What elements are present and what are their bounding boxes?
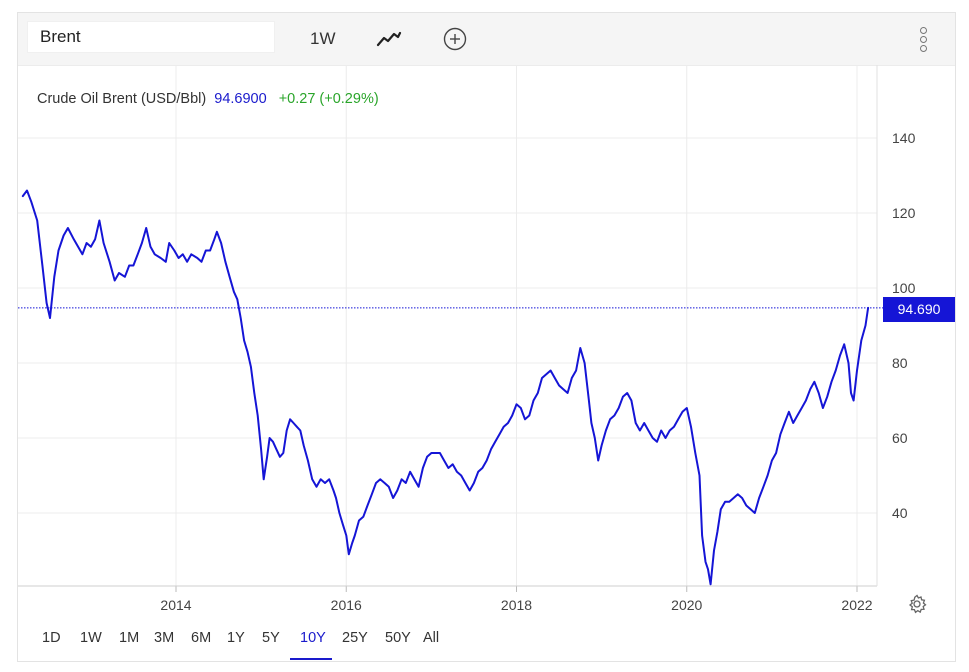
range-button-1d[interactable]: 1D (42, 630, 61, 646)
last-price: 94.6900 (214, 91, 267, 107)
price-change: +0.27 (+0.29%) (278, 91, 379, 107)
range-button-6m[interactable]: 6M (191, 630, 212, 646)
y-tick-label: 140 (892, 130, 916, 146)
chart-toolbar: 1W (18, 13, 955, 66)
x-tick-label: 2014 (160, 597, 191, 613)
x-tick-label: 2022 (841, 597, 872, 613)
y-tick-label: 60 (892, 430, 908, 446)
last-price-tag: 94.690 (883, 297, 955, 322)
range-button-50y[interactable]: 50Y (385, 630, 411, 646)
x-tick-label: 2020 (671, 597, 702, 613)
series-layer (18, 189, 885, 586)
symbol-search-input[interactable] (27, 21, 275, 53)
instrument-name: Crude Oil Brent (USD/Bbl) (37, 91, 207, 107)
chart-legend: Crude Oil Brent (USD/Bbl) 94.6900 +0.27 … (37, 91, 379, 107)
plus-circle-icon[interactable] (442, 26, 468, 52)
range-button-all[interactable]: All (423, 630, 440, 646)
range-button-10y[interactable]: 10Y (300, 630, 326, 646)
line-chart-icon[interactable] (376, 29, 402, 49)
chart-widget: 1W 40 60 80 100 120 140 2014 2016 2018 2020 2022 C… (17, 12, 956, 662)
range-button-1w[interactable]: 1W (80, 630, 102, 646)
range-button-1y[interactable]: 1Y (227, 630, 245, 646)
range-button-25y[interactable]: 25Y (342, 630, 368, 646)
gear-icon[interactable] (906, 593, 928, 615)
range-button-3m[interactable]: 3M (154, 630, 175, 646)
range-selector: 1D 1W 1M 3M 6M 1Y 5Y 10Y 25Y 50Y All (18, 623, 955, 661)
range-button-5y[interactable]: 5Y (262, 630, 280, 646)
x-tick-label: 2016 (331, 597, 362, 613)
grid (18, 65, 877, 586)
price-chart[interactable]: 40 60 80 100 120 140 2014 2016 2018 2020 2022 (18, 65, 955, 623)
axes: 40 60 80 100 120 140 2014 2016 2018 2020 2022 (18, 65, 916, 613)
range-button-1m[interactable]: 1M (119, 630, 140, 646)
active-range-underline (290, 658, 332, 660)
x-tick-label: 2018 (501, 597, 532, 613)
y-tick-label: 120 (892, 205, 916, 221)
y-tick-label: 80 (892, 355, 908, 371)
series-line-0 (21, 189, 870, 586)
interval-selector[interactable]: 1W (310, 29, 336, 48)
vertical-dots-icon[interactable] (916, 25, 930, 53)
y-tick-label: 100 (892, 280, 916, 296)
y-tick-label: 40 (892, 505, 908, 521)
